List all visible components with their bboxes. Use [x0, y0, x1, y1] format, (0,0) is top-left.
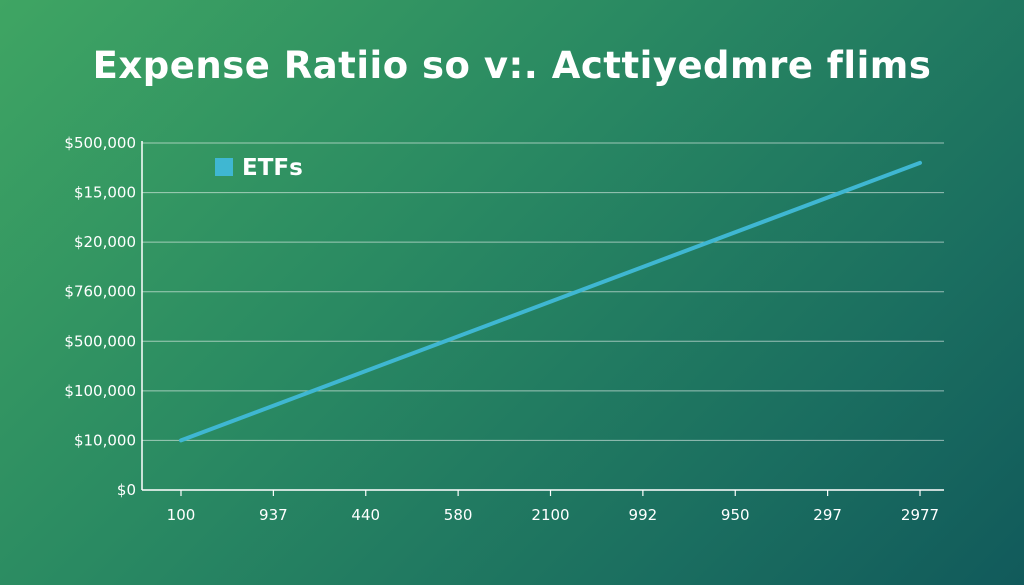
legend-label: ETFs: [242, 155, 303, 181]
x-tick-label: 297: [813, 506, 842, 524]
x-tick-label: 440: [351, 506, 380, 524]
x-tick-label: 100: [167, 506, 196, 524]
y-tick-label: $760,000: [64, 283, 136, 301]
x-tick-label: 580: [444, 506, 473, 524]
y-tick-label: $15,000: [74, 184, 136, 202]
x-tick-label: 992: [629, 506, 658, 524]
legend-swatch: [215, 158, 233, 176]
series-line-etfs: [179, 160, 922, 443]
y-tick-label: $10,000: [74, 431, 136, 449]
y-tick-label: $500,000: [64, 134, 136, 152]
x-tick-label: 2977: [901, 506, 939, 524]
y-tick-label: $500,000: [64, 332, 136, 350]
x-tick-label: 937: [259, 506, 288, 524]
y-tick-label: $100,000: [64, 382, 136, 400]
y-tick-label: $0: [117, 481, 136, 499]
x-tick-label: 950: [721, 506, 750, 524]
y-tick-label: $20,000: [74, 233, 136, 251]
x-tick-label: 2100: [531, 506, 569, 524]
chart-title: Expense Ratiio so v:. Acttiyedmre flims: [92, 44, 932, 87]
